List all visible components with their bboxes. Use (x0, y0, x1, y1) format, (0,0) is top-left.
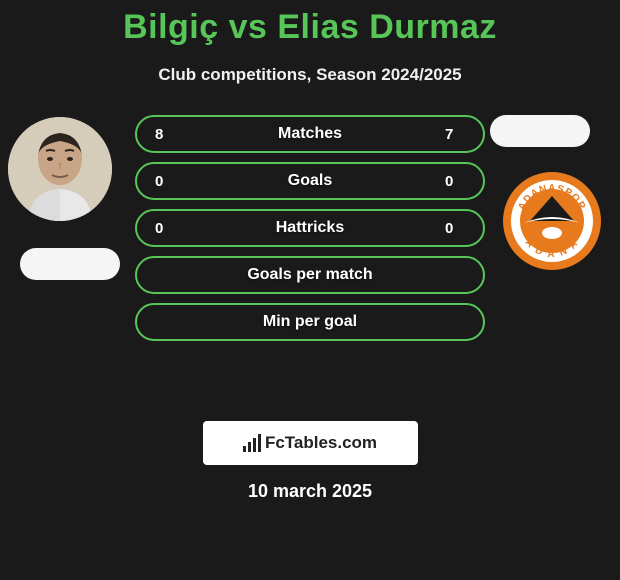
subtitle: Club competitions, Season 2024/2025 (0, 65, 620, 85)
stat-row-matches: 8 Matches 7 (135, 115, 485, 153)
stat-right-value: 0 (445, 220, 465, 237)
player-right-flag (490, 115, 590, 147)
page-title: Bilgiç vs Elias Durmaz (0, 0, 620, 47)
stat-label: Goals per match (247, 266, 372, 284)
stat-right-value: 7 (445, 126, 465, 143)
stat-left-value: 8 (155, 126, 175, 143)
stat-row-goals: 0 Goals 0 (135, 162, 485, 200)
comparison-area: ADANASPOR A D A N A 8 Matches 7 0 Goals … (0, 115, 620, 415)
stat-row-min-per-goal: Min per goal (135, 303, 485, 341)
logo-bars-icon (243, 434, 261, 452)
stat-row-hattricks: 0 Hattricks 0 (135, 209, 485, 247)
player-right-club-badge: ADANASPOR A D A N A (502, 171, 602, 271)
player-left-photo (8, 117, 112, 221)
fctables-logo[interactable]: FcTables.com (203, 421, 418, 465)
logo-text: FcTables.com (265, 433, 377, 453)
stat-row-goals-per-match: Goals per match (135, 256, 485, 294)
stat-label: Min per goal (263, 313, 357, 331)
stat-left-value: 0 (155, 220, 175, 237)
stat-label: Matches (175, 125, 445, 143)
stat-left-value: 0 (155, 173, 175, 190)
player-left-flag (20, 248, 120, 280)
stat-label: Goals (175, 172, 445, 190)
stat-rows: 8 Matches 7 0 Goals 0 0 Hattricks 0 Goal… (135, 115, 485, 350)
stat-right-value: 0 (445, 173, 465, 190)
stat-label: Hattricks (175, 219, 445, 237)
date: 10 march 2025 (0, 481, 620, 502)
